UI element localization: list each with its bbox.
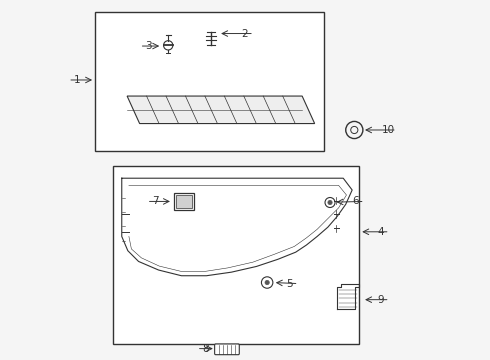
Bar bbox=[176, 195, 192, 208]
Circle shape bbox=[328, 201, 332, 204]
Text: 1: 1 bbox=[74, 75, 80, 85]
Text: 8: 8 bbox=[202, 343, 209, 354]
Text: 6: 6 bbox=[352, 197, 359, 206]
Circle shape bbox=[265, 280, 270, 285]
Text: 2: 2 bbox=[242, 28, 248, 39]
Text: 7: 7 bbox=[152, 197, 159, 206]
Text: 3: 3 bbox=[145, 41, 152, 51]
FancyBboxPatch shape bbox=[215, 344, 239, 355]
Bar bbox=[113, 166, 359, 344]
Text: 10: 10 bbox=[381, 125, 394, 135]
Text: 4: 4 bbox=[377, 227, 384, 237]
Bar bbox=[95, 12, 323, 152]
Bar bbox=[173, 193, 194, 210]
Text: 5: 5 bbox=[286, 279, 293, 289]
Polygon shape bbox=[127, 96, 315, 123]
Text: 9: 9 bbox=[377, 295, 384, 305]
